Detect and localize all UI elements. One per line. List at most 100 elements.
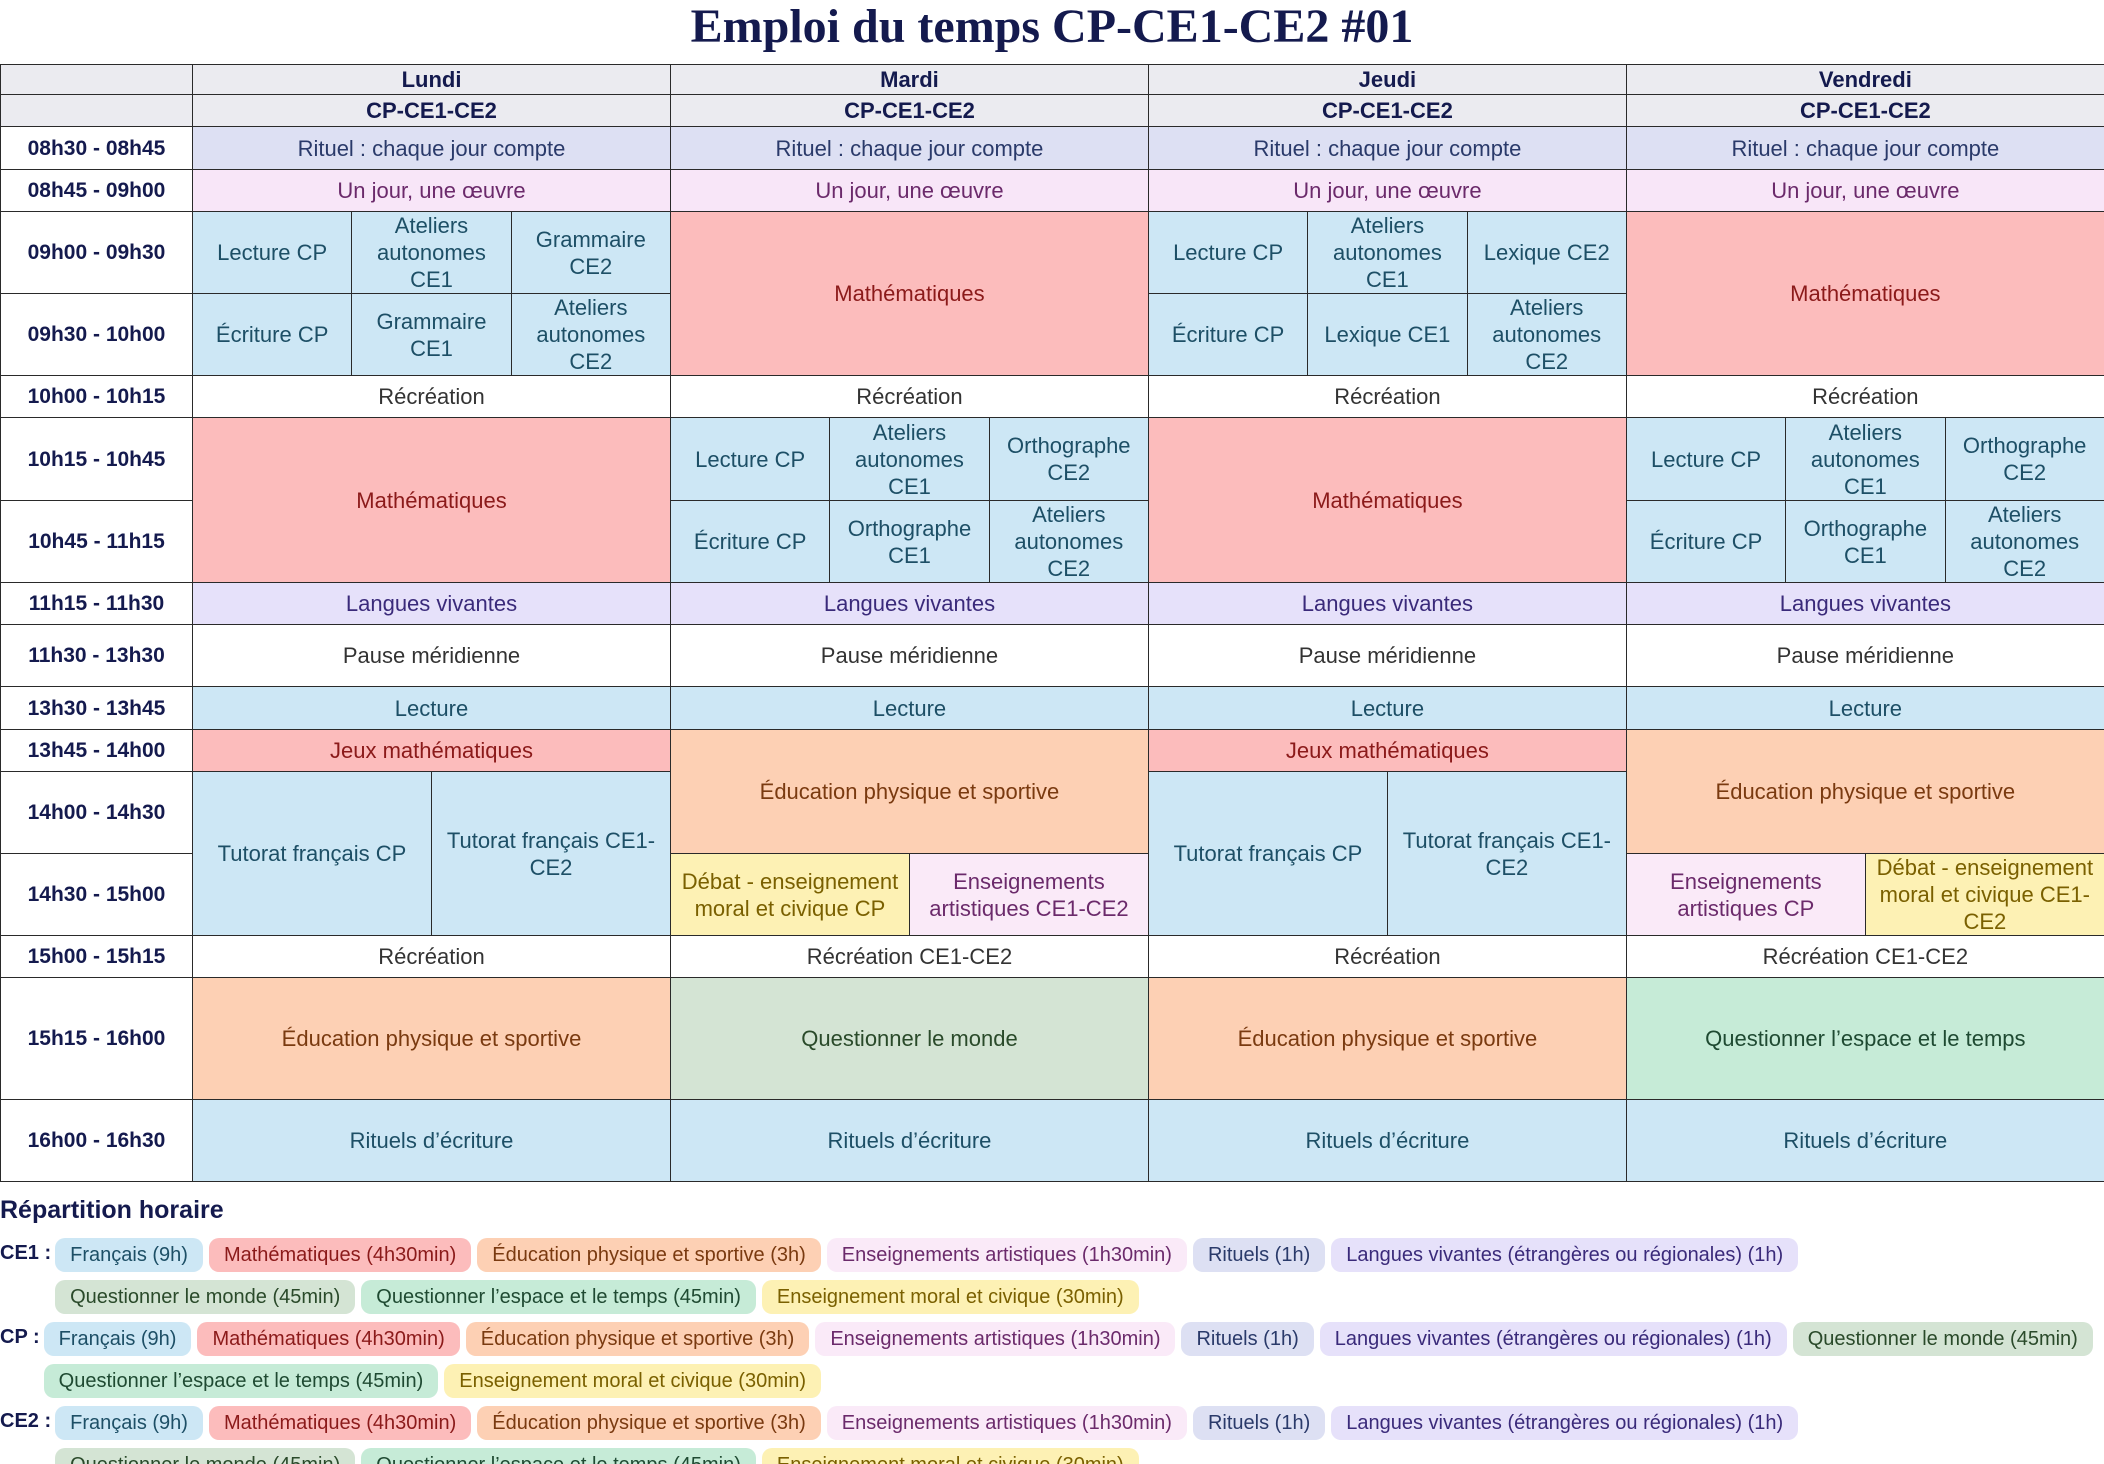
- time-slot: 09h00 - 09h30: [0, 211, 193, 294]
- course: Lecture: [1625, 686, 2104, 730]
- legend-pill: Enseignement moral et civique (30min): [761, 1448, 1139, 1464]
- course: Écriture CP: [1625, 500, 1787, 583]
- timetable: Lundi Mardi Jeudi Vendredi CP-CE1-CE2 CP-CE1-…: [0, 64, 2104, 1182]
- legend-pill: Langues vivantes (étrangères ou régional…: [1331, 1406, 1799, 1440]
- course: Rituels d’écriture: [670, 1099, 1149, 1182]
- course: Lexique CE2: [1466, 211, 1627, 294]
- legend-items: Français (9h) Mathématiques (4h30min) Éduc…: [55, 1403, 2104, 1464]
- course: Orthographe CE2: [988, 417, 1149, 501]
- legend-group: CE2 : Français (9h) Mathématiques (4h30min…: [0, 1403, 2104, 1464]
- course: Pause méridienne: [192, 624, 671, 687]
- course: Mathématiques: [1625, 211, 2104, 376]
- course: Lecture CP: [669, 417, 831, 501]
- course: Lecture CP: [191, 211, 353, 294]
- legend-title: Répartition horaire: [0, 1196, 224, 1224]
- course: Orthographe CE1: [829, 500, 990, 583]
- legend-pill: Mathématiques (4h30min): [208, 1238, 472, 1272]
- legend-group: CE1 : Français (9h) Mathématiques (4h30min…: [0, 1235, 2104, 1319]
- course: Questionner le monde: [670, 977, 1149, 1100]
- course: Rituel : chaque jour compte: [192, 126, 671, 170]
- time-row: 11h30 - 13h30 Pause méridienne Pause mérid…: [0, 624, 2104, 687]
- page-title: Emploi du temps CP-CE1-CE2 #01: [690, 0, 1414, 53]
- group-label: CP :: [0, 1326, 40, 1348]
- course: Enseignements artistiques CP: [1625, 853, 1866, 936]
- legend-pill: Questionner le monde (45min): [55, 1448, 356, 1464]
- legend-pill: Éducation physique et sportive (3h): [477, 1238, 821, 1272]
- legend-items: Français (9h) Mathématiques (4h30min) Éduc…: [55, 1235, 2104, 1319]
- course: Tutorat français CP: [1147, 771, 1388, 936]
- group-label: CE2 :: [0, 1410, 52, 1432]
- legend-pill: Éducation physique et sportive (3h): [477, 1406, 821, 1440]
- time-row: 13h45 - 14h00 Jeux mathématiques Éducation…: [0, 729, 2104, 854]
- course: Un jour, une œuvre: [1625, 169, 2104, 212]
- course: Mathématiques: [1147, 417, 1627, 583]
- time-slot: 11h30 - 13h30: [0, 624, 193, 687]
- day-name: Mardi: [670, 64, 1149, 95]
- time-row: 14h30 - 15h00 Débat - enseignement moral …: [0, 853, 2104, 936]
- legend-pill: Questionner l’espace et le temps (45min): [361, 1448, 756, 1464]
- time-row: 10h45 - 11h15 Écriture CP Orthographe CE1 A…: [0, 500, 2104, 583]
- course: Écriture CP: [669, 500, 831, 583]
- legend-pill: Mathématiques (4h30min): [208, 1406, 472, 1440]
- time-row: 08h45 - 09h00 Un jour, une œuvre Un jour, …: [0, 169, 2104, 212]
- time-slot: 14h00 - 14h30: [0, 771, 193, 854]
- course: Récréation CE1-CE2: [1625, 935, 2104, 978]
- legend-pill: Enseignements artistiques (1h30min): [826, 1406, 1187, 1440]
- header-row: CP-CE1-CE2 CP-CE1-CE2 CP-CE1-CE2 CP-CE1-CE2: [0, 94, 2104, 127]
- course: Ateliers autonomes CE1: [351, 211, 512, 294]
- course: Ateliers autonomes CE2: [1466, 293, 1627, 376]
- legend-pill: Enseignements artistiques (1h30min): [826, 1238, 1187, 1272]
- course: Récréation: [1625, 375, 2104, 418]
- course: Récréation: [1147, 375, 1627, 418]
- time-row: 10h15 - 10h45 Mathématiques Lecture CP Atel…: [0, 417, 2104, 583]
- course: Un jour, une œuvre: [1147, 169, 1627, 212]
- course: Récréation CE1-CE2: [670, 935, 1149, 978]
- legend-pill: Enseignement moral et civique (30min): [761, 1280, 1139, 1314]
- course: Lecture CP: [1625, 417, 1787, 501]
- time-slot: 10h00 - 10h15: [0, 375, 193, 418]
- header-row: Lundi Mardi Jeudi Vendredi: [0, 64, 2104, 95]
- course: Récréation: [670, 375, 1149, 418]
- time-row: 14h00 - 14h30 Tutorat français CP Tutorat …: [0, 771, 2104, 936]
- time-slot: 08h30 - 08h45: [0, 126, 193, 170]
- time-slot: 16h00 - 16h30: [0, 1099, 193, 1182]
- time-row: 09h30 - 10h00 Écriture CP Grammaire CE1 Ate…: [0, 293, 2104, 376]
- time-slot: 15h00 - 15h15: [0, 935, 193, 978]
- course: Rituels d’écriture: [1625, 1099, 2104, 1182]
- course: Lecture CP: [1147, 211, 1309, 294]
- legend-pill: Français (9h): [55, 1238, 203, 1272]
- course: Ateliers autonomes CE2: [510, 293, 672, 376]
- course: Enseignements artistiques CE1-CE2: [908, 853, 1149, 936]
- class-name: CP-CE1-CE2: [1625, 94, 2104, 127]
- course: Rituel : chaque jour compte: [1625, 126, 2104, 170]
- course: Lecture: [192, 686, 671, 730]
- course: Débat - enseignement moral et civique CE…: [1864, 853, 2104, 936]
- course: Un jour, une œuvre: [192, 169, 671, 212]
- course: Mathématiques: [670, 211, 1149, 376]
- legend-pill: Langues vivantes (étrangères ou régional…: [1331, 1238, 1799, 1272]
- course: Mathématiques: [192, 417, 671, 583]
- course: Ateliers autonomes CE1: [829, 417, 990, 501]
- course: Grammaire CE1: [351, 293, 512, 376]
- course: Récréation: [192, 375, 671, 418]
- course: Tutorat français CE1-CE2: [1386, 771, 1627, 936]
- time-row: 09h00 - 09h30 Lecture CP Ateliers autonome…: [0, 211, 2104, 376]
- legend-pill: Langues vivantes (étrangères ou régional…: [1319, 1322, 1787, 1356]
- legend-items: Français (9h) Mathématiques (4h30min) Éduc…: [43, 1319, 2104, 1403]
- course: Lecture: [670, 686, 1149, 730]
- legend-pill: Éducation physique et sportive (3h): [465, 1322, 810, 1356]
- course: Rituel : chaque jour compte: [670, 126, 1149, 170]
- corner-cell: [0, 64, 193, 95]
- course: Langues vivantes: [192, 582, 671, 625]
- time-row: 10h00 - 10h15 Récréation Récréation Récréat…: [0, 375, 2104, 418]
- legend-pill: Questionner l’espace et le temps (45min): [361, 1280, 756, 1314]
- course: Questionner l’espace et le temps: [1625, 977, 2104, 1100]
- course: Tutorat français CE1-CE2: [430, 771, 672, 936]
- course: Éducation physique et sportive: [192, 977, 671, 1100]
- course: Lexique CE1: [1307, 293, 1468, 376]
- course: Ateliers autonomes CE2: [988, 500, 1149, 583]
- class-name: CP-CE1-CE2: [192, 94, 671, 127]
- corner-cell: [0, 94, 193, 127]
- course: Langues vivantes: [1625, 582, 2104, 625]
- legend-pill: Rituels (1h): [1192, 1238, 1326, 1272]
